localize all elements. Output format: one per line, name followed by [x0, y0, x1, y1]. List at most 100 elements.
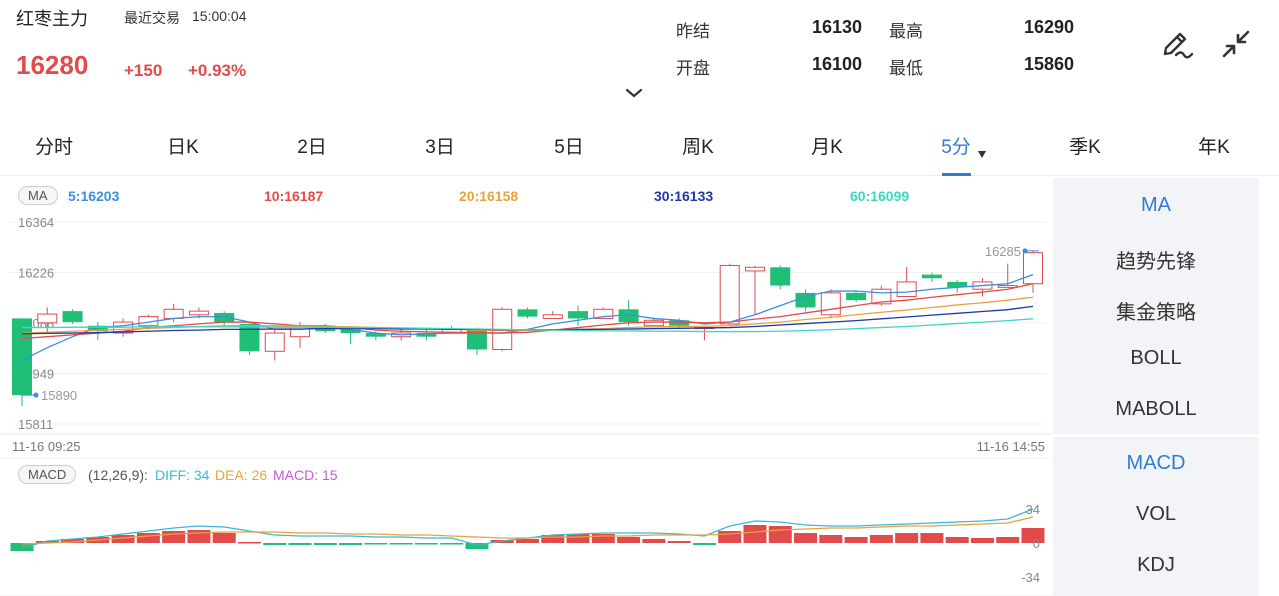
tab-3-day[interactable]: 3日: [425, 137, 455, 158]
candle-body: [744, 266, 765, 272]
collapse-icon[interactable]: [1216, 24, 1256, 64]
candle-body: [618, 309, 639, 323]
macd-bar: [844, 537, 868, 543]
ma10-line: [21, 283, 1034, 340]
candle-body: [62, 311, 83, 323]
candle-body: [365, 333, 386, 337]
price-axis-label: 16364: [18, 215, 54, 230]
candle-body: [214, 312, 235, 323]
macd-bar: [389, 543, 413, 545]
candle-body: [416, 333, 437, 337]
macd-bar: [288, 543, 312, 545]
tab-quarterly-k[interactable]: 季K: [1069, 137, 1101, 158]
macd-bar: [465, 543, 489, 549]
macd-dea-legend: DEA: 26: [215, 467, 268, 483]
macd-bar: [945, 537, 969, 543]
tab-5-minute[interactable]: 5分: [941, 137, 971, 158]
macd-legend-toggle[interactable]: MACD: [18, 465, 77, 484]
candle-body: [188, 310, 209, 316]
candle-body: [340, 329, 361, 334]
ma-legend-toggle[interactable]: MA: [18, 186, 58, 205]
macd-bar: [768, 526, 792, 543]
macd-bar: [162, 531, 186, 543]
macd-bar: [212, 533, 236, 543]
ma30-legend: 30:16133: [654, 188, 714, 204]
macd-bar: [667, 541, 691, 543]
tab-2-day[interactable]: 2日: [297, 137, 327, 158]
macd-bar: [414, 543, 438, 545]
quote-header: 红枣主力 最近交易 15:00:04 16280 +150 +0.93% 昨结 …: [0, 0, 1279, 110]
price-change: +150: [124, 61, 163, 80]
macd-bar: [566, 534, 590, 543]
macd-bar: [263, 543, 287, 545]
macd-bar: [35, 541, 59, 543]
price-axis-label: 15811: [18, 417, 53, 432]
ma20-legend: 20:16158: [459, 188, 519, 204]
indicator-gold-strategy[interactable]: 集金策略: [1116, 302, 1196, 324]
macd-bar: [794, 533, 818, 543]
macd-bar: [364, 543, 388, 545]
open-label: 开盘: [676, 59, 710, 78]
time-axis-end: 11-16 14:55: [977, 439, 1045, 454]
macd-bar: [516, 539, 539, 543]
chevron-down-icon[interactable]: [624, 86, 644, 98]
macd-params: (12,26,9):: [88, 467, 148, 483]
candle-body: [593, 308, 614, 319]
candle-body: [163, 308, 184, 319]
macd-dea-line: [21, 516, 1034, 545]
macd-bar: [869, 535, 893, 543]
tab-intraday[interactable]: 分时: [34, 137, 74, 158]
tab-weekly-k[interactable]: 周K: [682, 137, 714, 158]
macd-bar: [187, 530, 211, 543]
candle-body: [719, 264, 740, 325]
candle-body: [896, 281, 917, 298]
price-axis-label: 16226: [18, 266, 54, 281]
macd-bar: [591, 534, 615, 543]
candle-body: [997, 285, 1018, 288]
ma60-legend: 60:16099: [850, 188, 910, 204]
macd-bar: [111, 535, 135, 543]
max-price-label: 16285: [985, 244, 1021, 259]
candle-body: [1023, 252, 1043, 285]
trade-time: 15:00:04: [192, 8, 247, 24]
macd-axis-label: 0: [1033, 536, 1040, 551]
min-price-label: 15890: [41, 388, 77, 403]
trade-label: 最近交易: [124, 10, 180, 26]
tab-5-day[interactable]: 5日: [554, 137, 584, 158]
indicator-maboll[interactable]: MABOLL: [1115, 398, 1197, 420]
low-value: 15860: [1024, 54, 1075, 74]
open-value: 16100: [812, 54, 863, 74]
low-label: 最低: [889, 59, 923, 78]
macd-bar: [541, 535, 565, 543]
candle-body: [643, 319, 664, 327]
macd-bar: [819, 535, 843, 543]
tab-dropdown-icon[interactable]: [978, 151, 986, 158]
candle-body: [921, 274, 942, 279]
tab-yearly-k[interactable]: 年K: [1198, 137, 1230, 158]
macd-bar: [136, 533, 160, 543]
indicator-ma[interactable]: MA: [1141, 194, 1171, 216]
last-price: 16280: [16, 50, 89, 80]
indicator-vol[interactable]: VOL: [1135, 503, 1177, 525]
min-marker: [33, 392, 39, 398]
candle-body: [87, 325, 108, 332]
tab-monthly-k[interactable]: 月K: [811, 137, 843, 158]
macd-bar: [692, 543, 716, 545]
macd-bar: [61, 539, 85, 543]
indicator-macd[interactable]: MACD: [1126, 452, 1186, 474]
macd-bar: [440, 543, 464, 545]
indicator-kdj[interactable]: KDJ: [1137, 554, 1175, 576]
candle-body: [669, 320, 690, 326]
indicator-trend-pioneer[interactable]: 趋势先锋: [1116, 251, 1196, 273]
macd-bar: [237, 542, 261, 544]
price-change-pct: +0.93%: [188, 61, 247, 80]
ma10-legend: 10:16187: [264, 188, 324, 204]
indicator-boll[interactable]: BOLL: [1130, 347, 1182, 369]
chart-area[interactable]: 16364 16226 16088 15949 15811 11-16 09:25 11-1…: [0, 178, 1052, 596]
tab-daily-k[interactable]: 日K: [167, 137, 199, 158]
macd-bar: [1021, 528, 1045, 543]
draw-icon[interactable]: [1156, 24, 1196, 64]
high-label: 最高: [889, 22, 923, 41]
candle-body: [568, 311, 589, 319]
